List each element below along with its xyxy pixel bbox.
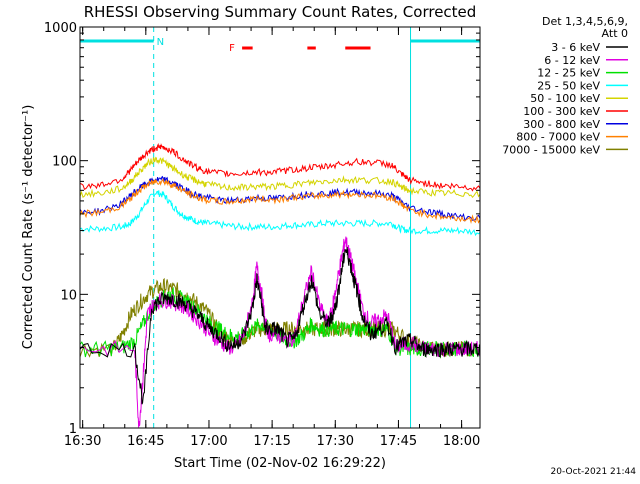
series-line-5: [79, 156, 481, 199]
chart-title: RHESSI Observing Summary Count Rates, Co…: [84, 3, 477, 21]
legend-header-2: Att 0: [602, 27, 628, 40]
x-tick-label-2: 16:45: [127, 434, 164, 449]
x-tick-label-3: 17:00: [190, 434, 227, 449]
series-line-4: [79, 190, 481, 237]
flare-label: F: [229, 43, 235, 54]
series-line-8: [79, 178, 481, 224]
legend-label-4: 25 - 50 keV: [537, 79, 600, 92]
legend-label-2: 6 - 12 keV: [544, 54, 600, 67]
series-line-6: [79, 142, 481, 192]
x-axis-label: Start Time (02-Nov-02 16:29:22): [174, 456, 386, 471]
legend-label-6: 100 - 300 keV: [523, 105, 600, 118]
y-tick-label-4: 1000: [44, 21, 77, 36]
legend-label-3: 12 - 25 keV: [537, 67, 600, 80]
legend-label-7: 300 - 800 keV: [523, 118, 600, 131]
footer-timestamp: 20-Oct-2021 21:44: [551, 467, 637, 477]
plot-lines: NF: [79, 27, 481, 428]
y-tick-label-2: 10: [60, 288, 77, 303]
legend-label-1: 3 - 6 keV: [551, 41, 600, 54]
x-tick-label-5: 17:30: [317, 434, 354, 449]
legend-label-5: 50 - 100 keV: [530, 92, 600, 105]
y-tick-label-1: 1: [69, 422, 77, 437]
x-tick-label-4: 17:15: [253, 434, 290, 449]
legend-label-9: 7000 - 15000 keV: [502, 143, 600, 156]
y-axis-label: Corrected Count Rate (s⁻¹ detector⁻¹): [21, 105, 36, 350]
plot-frame: [79, 26, 481, 429]
series-line-1: [79, 246, 481, 405]
x-tick-label-1: 16:30: [64, 434, 101, 449]
x-tick-label-7: 18:00: [443, 434, 480, 449]
legend-header-1: Det 1,3,4,5,6,9,: [542, 15, 628, 28]
night-label: N: [157, 37, 164, 48]
axes: 1 10 100 1000 16:30 16:45 17:00 17:15 17:30 17:45…: [44, 21, 480, 449]
legend-label-8: 800 - 7000 keV: [516, 131, 600, 144]
y-tick-label-3: 100: [52, 155, 77, 170]
x-tick-label-6: 17:45: [380, 434, 417, 449]
